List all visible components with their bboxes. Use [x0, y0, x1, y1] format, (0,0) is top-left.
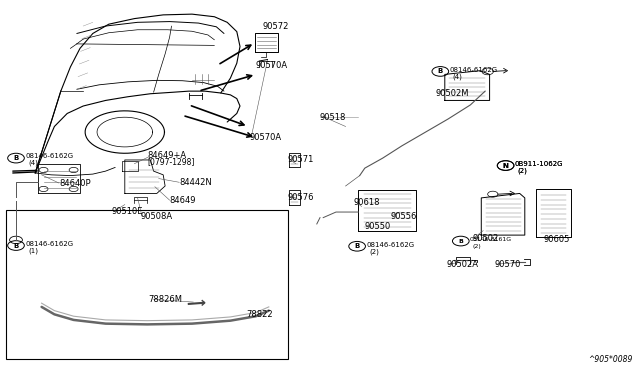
Text: 90508A: 90508A — [141, 212, 173, 221]
Text: 90502M: 90502M — [435, 89, 468, 97]
Text: (4): (4) — [29, 160, 38, 166]
Text: 90502A: 90502A — [447, 260, 479, 269]
Text: 90510E: 90510E — [112, 207, 143, 216]
Text: 08146-6162G: 08146-6162G — [366, 242, 414, 248]
Text: 78826M: 78826M — [148, 295, 182, 304]
Text: 90502: 90502 — [472, 234, 499, 243]
Text: 90570: 90570 — [494, 260, 520, 269]
Text: 08146-6162G: 08146-6162G — [26, 153, 74, 159]
Text: 84640P: 84640P — [59, 179, 90, 187]
Text: 0B911-1062G: 0B911-1062G — [515, 161, 563, 167]
Text: [0797-1298]: [0797-1298] — [147, 157, 195, 166]
Text: B: B — [458, 238, 463, 244]
Text: 90605: 90605 — [544, 235, 570, 244]
Text: (2): (2) — [518, 167, 527, 174]
Text: N: N — [502, 163, 509, 169]
Text: ^905*0089: ^905*0089 — [588, 355, 632, 364]
Text: N: N — [502, 163, 509, 169]
Text: 08146-6162G: 08146-6162G — [26, 241, 74, 247]
Bar — [6, 210, 288, 359]
Text: B: B — [13, 243, 19, 248]
Text: B: B — [438, 68, 443, 74]
Text: B: B — [355, 243, 360, 249]
Text: 84649+A: 84649+A — [147, 151, 186, 160]
Text: 08146-8161G: 08146-8161G — [470, 237, 512, 242]
Text: 90556: 90556 — [390, 212, 417, 221]
Text: (2): (2) — [369, 248, 379, 255]
Text: 90572: 90572 — [262, 22, 289, 31]
Text: 0B911-1062G: 0B911-1062G — [515, 161, 563, 167]
Text: 84649: 84649 — [170, 196, 196, 205]
Text: (1): (1) — [29, 247, 39, 254]
Text: B: B — [13, 155, 19, 161]
Text: 90550: 90550 — [365, 222, 391, 231]
Text: 08146-6162G: 08146-6162G — [449, 67, 497, 73]
Text: 90571: 90571 — [288, 155, 314, 164]
Text: (2): (2) — [518, 167, 527, 174]
Text: 90570A: 90570A — [256, 61, 288, 70]
Text: 78822: 78822 — [246, 310, 273, 319]
Text: 84442N: 84442N — [179, 178, 212, 187]
Text: 90618: 90618 — [354, 198, 380, 207]
Text: (2): (2) — [473, 244, 482, 249]
Text: 90570A: 90570A — [250, 133, 282, 142]
Text: 90518: 90518 — [320, 113, 346, 122]
Text: 90576: 90576 — [288, 193, 314, 202]
Text: (4): (4) — [452, 73, 462, 80]
